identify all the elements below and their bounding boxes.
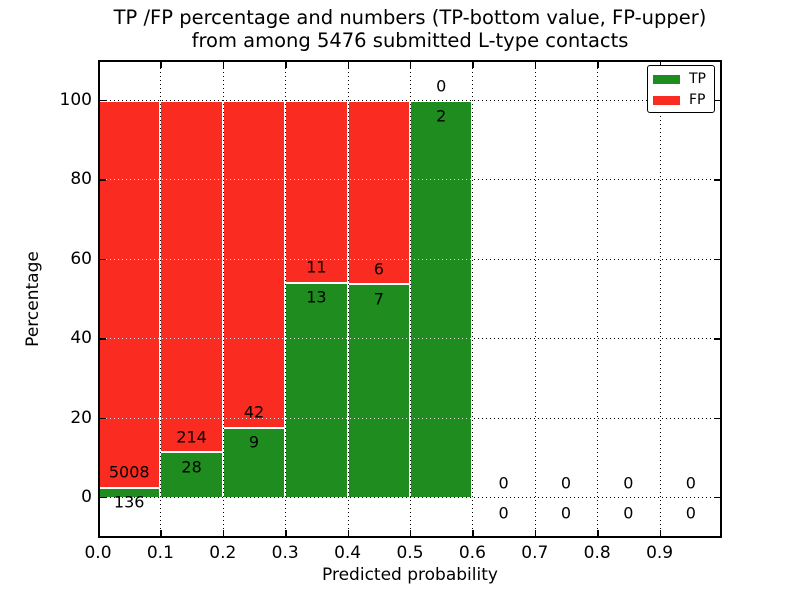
x-tick-mark — [597, 62, 599, 68]
fp-legend-label: FP — [689, 92, 706, 108]
x-tick-label: 0.3 — [271, 543, 299, 563]
x-tick-label: 0.2 — [209, 543, 237, 563]
tp-legend-swatch — [653, 74, 680, 84]
legend-row-tp: TP — [653, 71, 706, 87]
bar-tp-segment — [347, 283, 410, 497]
tp-count-label: 136 — [113, 492, 145, 512]
tp-count-label: 13 — [306, 287, 327, 307]
y-tick-mark — [714, 258, 720, 261]
y-tick-mark — [714, 100, 720, 102]
x-tick-label: 0.5 — [396, 543, 424, 563]
gridline-v — [222, 60, 224, 538]
y-tick-label: 60 — [70, 248, 92, 269]
gridline-v — [659, 60, 661, 538]
bar-fp-segment — [285, 100, 348, 282]
y-tick-label: 40 — [70, 328, 92, 349]
plot-area: 5008 136 214 28 42 9 11 13 6 7 0 2 0 0 0 0 0 0 0 0 — [98, 60, 722, 538]
x-tick-mark — [472, 62, 474, 68]
fp-count-label: 0 — [498, 473, 509, 492]
y-tick-mark — [714, 179, 720, 181]
chart-title: TP /FP percentage and numbers (TP-bottom… — [88, 6, 732, 52]
chart-title-line1: TP /FP percentage and numbers (TP-bottom… — [113, 6, 707, 29]
x-tick-mark — [160, 530, 162, 536]
tp-count-label: 0 — [560, 503, 572, 522]
x-tick-mark — [98, 530, 100, 536]
x-tick-label: 0.8 — [583, 543, 611, 563]
y-tick-label: 0 — [81, 487, 92, 507]
x-tick-label: 0.4 — [334, 543, 362, 563]
x-tick-mark — [347, 530, 349, 536]
x-tick-label: 0.9 — [646, 543, 674, 563]
x-tick-mark — [285, 530, 287, 536]
bar-fp-segment — [347, 100, 410, 284]
y-tick-mark — [100, 338, 106, 340]
x-tick-mark — [534, 62, 537, 68]
fp-count-label: 5008 — [108, 462, 150, 482]
y-tick-mark — [100, 100, 106, 102]
fp-count-label: 42 — [243, 402, 265, 422]
tp-count-label: 0 — [685, 503, 696, 522]
y-tick-mark — [100, 258, 106, 261]
y-tick-mark — [714, 497, 720, 499]
x-tick-label: 0.0 — [84, 543, 112, 563]
x-tick-mark — [659, 530, 661, 536]
x-tick-mark — [160, 62, 162, 68]
x-tick-mark — [597, 530, 599, 536]
x-tick-label: 0.1 — [146, 543, 174, 563]
tp-count-label: 9 — [248, 432, 260, 452]
y-tick-mark — [100, 417, 106, 419]
x-tick-label: 0.6 — [458, 543, 486, 563]
x-tick-mark — [534, 530, 537, 536]
tp-count-label: 0 — [498, 503, 509, 522]
tp-count-label: 28 — [181, 457, 202, 477]
fp-count-label: 0 — [560, 473, 572, 492]
y-tick-mark — [100, 179, 106, 181]
bar-tp-segment — [410, 100, 473, 497]
chart-title-line2: from among 5476 submitted L-type contact… — [191, 28, 629, 52]
gridline-v — [534, 60, 536, 538]
gridline-v — [597, 60, 599, 538]
x-tick-mark — [410, 530, 412, 536]
tp-legend-label: TP — [689, 71, 706, 87]
x-tick-mark — [347, 62, 349, 68]
y-tick-mark — [714, 417, 720, 419]
x-tick-mark — [472, 530, 474, 536]
x-tick-mark — [410, 62, 412, 68]
gridline-v — [410, 60, 411, 538]
y-tick-label: 80 — [70, 169, 92, 190]
fp-count-label: 0 — [685, 473, 696, 492]
gridline-v — [285, 60, 287, 538]
fp-count-label: 11 — [306, 257, 327, 277]
gridline-v — [160, 60, 162, 538]
fp-legend-swatch — [653, 95, 680, 105]
tp-count-label: 7 — [373, 289, 384, 309]
gridline-v — [347, 60, 349, 538]
bar-fp-segment — [160, 100, 223, 452]
tp-count-label: 0 — [623, 503, 634, 522]
x-tick-label: 0.7 — [521, 543, 549, 563]
x-tick-mark — [285, 62, 287, 68]
x-tick-mark — [222, 62, 225, 68]
y-tick-mark — [714, 338, 720, 340]
bar-fp-segment — [222, 100, 286, 427]
fp-count-label: 214 — [176, 427, 207, 447]
bar-tp-segment — [285, 281, 348, 497]
fp-count-label: 0 — [623, 473, 634, 492]
y-tick-label: 100 — [59, 90, 92, 110]
fp-count-label: 0 — [436, 76, 447, 95]
y-tick-label: 20 — [70, 407, 92, 428]
bar-fp-segment — [98, 100, 161, 487]
x-tick-mark — [98, 62, 100, 68]
x-tick-mark — [222, 530, 225, 536]
y-tick-mark — [100, 497, 106, 499]
legend-row-fp: FP — [653, 92, 706, 108]
x-axis-label: Predicted probability — [322, 565, 498, 585]
tp-count-label: 2 — [436, 106, 447, 125]
legend-box: TP FP — [647, 65, 715, 113]
gridline-v — [472, 60, 474, 538]
fp-count-label: 6 — [373, 259, 384, 279]
